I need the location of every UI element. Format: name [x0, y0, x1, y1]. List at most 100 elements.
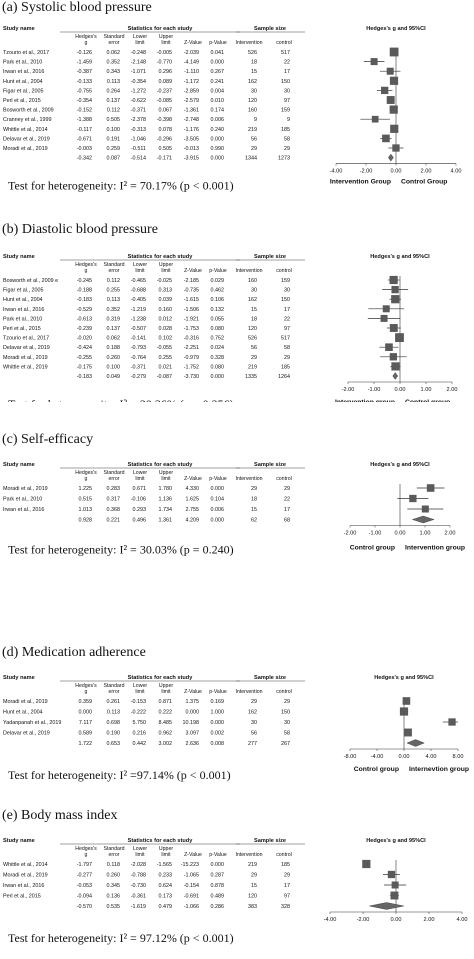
col-subheader: error — [109, 689, 120, 695]
effect-size-marker — [409, 494, 417, 503]
study-value: 0.024 — [211, 345, 225, 351]
study-name: Figar et al., 2005 — [3, 88, 43, 94]
study-name: Irwan et al., 2016 — [3, 69, 44, 75]
effect-size-marker — [448, 718, 456, 726]
study-value: 0.505 — [159, 146, 173, 152]
study-value: 29 — [284, 486, 290, 492]
study-value: 1.625 — [186, 497, 200, 503]
effect-size-marker — [370, 58, 378, 66]
summary-value: 1264 — [278, 374, 290, 380]
effect-size-marker — [390, 124, 399, 133]
effect-size-marker — [382, 134, 390, 143]
study-value: -0.691 — [184, 894, 199, 900]
summary-value: 2.636 — [186, 741, 200, 747]
study-value: 2.755 — [186, 507, 200, 513]
study-value: -0.354 — [77, 98, 92, 104]
right-group-label: Control Group — [401, 179, 447, 186]
summary-value: 0.000 — [211, 518, 225, 524]
study-value: 5.750 — [133, 720, 147, 726]
study-value: 0.343 — [107, 69, 121, 75]
study-value: -0.133 — [77, 79, 92, 85]
study-value: -2.251 — [184, 345, 199, 351]
study-value: -0.405 — [131, 297, 146, 303]
study-name: Moradi et al., 2019 — [3, 873, 48, 879]
study-value: 0.589 — [79, 731, 93, 737]
study-value: 22 — [284, 60, 290, 66]
study-value: -0.979 — [184, 355, 199, 361]
summary-value: 62 — [251, 518, 257, 524]
study-value: 0.160 — [159, 307, 173, 313]
study-value: 0.267 — [211, 69, 225, 75]
study-value: 18 — [251, 316, 257, 322]
study-value: 0.000 — [186, 710, 200, 716]
study-value: 0.100 — [107, 127, 121, 133]
study-value: 526 — [248, 50, 257, 56]
study-value: 0.255 — [107, 288, 121, 294]
study-value: 0.319 — [107, 316, 121, 322]
study-value: -0.222 — [131, 710, 146, 716]
summary-value: -0.183 — [77, 374, 92, 380]
study-value: -0.237 — [157, 88, 172, 94]
study-value: 0.080 — [211, 364, 225, 370]
study-value: 0.489 — [211, 894, 225, 900]
study-value: 120 — [248, 98, 257, 104]
x-tick-label: -2.00 — [344, 531, 357, 537]
study-value: 517 — [281, 50, 290, 56]
col-subheader: Intervention — [235, 40, 262, 46]
study-value: 1.013 — [79, 507, 93, 513]
study-value: 17 — [284, 69, 290, 75]
study-value: 30 — [284, 720, 290, 726]
study-value: -2.039 — [184, 50, 199, 56]
study-value: 0.113 — [107, 79, 120, 85]
study-value: -0.788 — [131, 873, 146, 879]
study-value: -0.239 — [77, 326, 92, 332]
left-group-label: Intervention Group — [330, 179, 391, 186]
col-subheader: limit — [161, 689, 171, 695]
col-subheader: Z-Value — [184, 689, 202, 695]
x-tick-label: -2.00 — [342, 387, 355, 393]
study-value: -1.753 — [184, 326, 199, 332]
study-value: -0.316 — [184, 336, 199, 342]
study-value: 1.225 — [79, 486, 93, 492]
effect-size-marker — [389, 353, 398, 361]
summary-value: 1.722 — [79, 741, 93, 747]
study-value: 9 — [287, 117, 290, 123]
study-value: 56 — [251, 345, 257, 351]
col-subheader: limit — [161, 268, 171, 274]
panel-title: (b) Diastolic blood pressure — [2, 222, 158, 237]
study-value: 0.878 — [211, 883, 225, 889]
study-value: 1.000 — [211, 710, 225, 716]
study-value: 0.752 — [211, 336, 225, 342]
col-subheader: p-Value — [209, 689, 227, 695]
study-value: 0.293 — [133, 507, 147, 513]
summary-value: 0.928 — [79, 518, 93, 524]
col-subheader: Z-Value — [184, 40, 202, 46]
col-subheader: Upper — [159, 470, 173, 476]
right-group-label: Intervention group — [405, 545, 465, 552]
effect-size-marker — [391, 362, 400, 371]
study-value: 0.222 — [159, 710, 173, 716]
x-tick-label: 4.00 — [457, 917, 468, 923]
summary-value: 0.049 — [107, 374, 121, 380]
x-tick-label: -4.00 — [330, 169, 343, 175]
x-tick-label: 4.00 — [451, 169, 462, 175]
summary-value: 328 — [281, 904, 290, 910]
heterogeneity-test: Test for heterogeneity: I² = 70.17% (p <… — [8, 179, 234, 193]
col-subheader: Intervention — [235, 476, 262, 482]
study-value: -0.730 — [131, 883, 146, 889]
study-value: 0.462 — [211, 288, 225, 294]
effect-size-marker — [390, 891, 399, 900]
study-value: -0.141 — [131, 336, 146, 342]
effect-size-marker — [382, 305, 390, 313]
summary-value: -0.342 — [77, 156, 92, 162]
study-value: 160 — [248, 278, 257, 284]
study-value: 0.624 — [159, 883, 173, 889]
study-value: 0.190 — [107, 731, 121, 737]
col-header-study: Study name — [3, 26, 35, 32]
study-value: 0.313 — [159, 288, 173, 294]
study-value: -0.153 — [131, 699, 146, 705]
summary-value: 1335 — [245, 374, 257, 380]
study-value: 7.117 — [79, 720, 92, 726]
col-subheader: Upper — [159, 683, 173, 689]
heterogeneity-test: Test for heterogeneity: I² = 20.36% (p =… — [8, 397, 234, 402]
